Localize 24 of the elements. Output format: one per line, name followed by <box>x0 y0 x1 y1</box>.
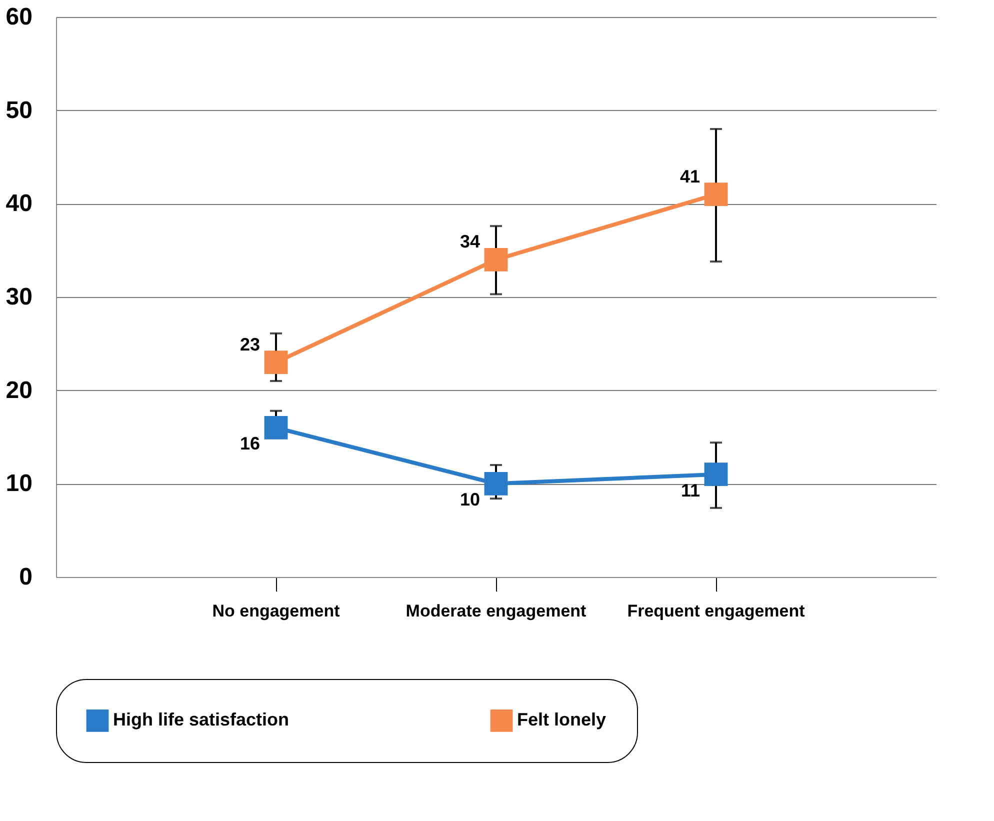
y-tick-label: 30 <box>6 284 32 310</box>
data-label: 16 <box>240 434 260 454</box>
point <box>704 462 728 486</box>
y-tick-label: 20 <box>6 376 32 404</box>
data-label: 11 <box>680 480 700 500</box>
y-tick-label: 10 <box>6 470 32 498</box>
point <box>264 350 288 374</box>
y-tick-label: 50 <box>6 96 32 124</box>
legend-label: High life satisfaction <box>113 710 290 730</box>
data-label: 23 <box>240 334 260 354</box>
point <box>704 182 728 206</box>
x-tick-label: No engagement <box>212 602 340 620</box>
y-tick-label: 0 <box>19 564 32 590</box>
x-tick-label: Frequent engagement <box>627 602 806 620</box>
y-tick-label: 40 <box>6 190 32 218</box>
point <box>484 248 508 272</box>
data-label: 41 <box>680 166 700 186</box>
point <box>484 472 508 496</box>
data-label: 10 <box>460 490 480 510</box>
data-label: 34 <box>460 232 480 252</box>
point <box>264 416 288 440</box>
y-tick-label: 60 <box>6 4 32 30</box>
x-tick-label: Moderate engagement <box>406 602 587 620</box>
legend-label: Felt lonely <box>517 710 606 730</box>
